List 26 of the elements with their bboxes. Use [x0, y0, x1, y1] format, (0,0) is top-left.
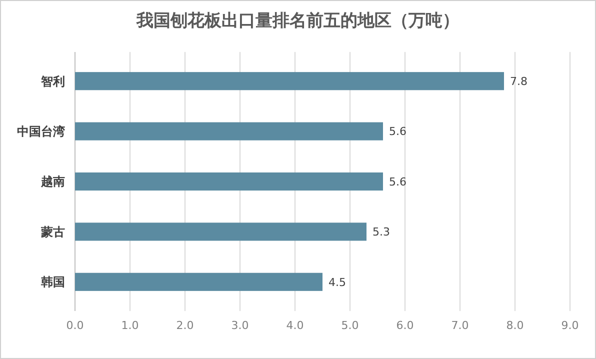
x-tick-label: 6.0 — [396, 319, 414, 332]
chart-title: 我国刨花板出口量排名前五的地区（万吨） — [136, 11, 460, 30]
x-tick-label: 2.0 — [176, 319, 194, 332]
data-label: 4.5 — [328, 276, 346, 289]
bar — [75, 122, 383, 140]
y-tick-label: 智利 — [40, 74, 65, 88]
y-tick-label: 蒙古 — [40, 224, 65, 239]
bar — [75, 222, 366, 241]
data-label: 5.3 — [372, 226, 390, 239]
y-tick-label: 中国台湾 — [17, 124, 65, 138]
data-label: 5.6 — [389, 125, 406, 138]
bar — [75, 172, 383, 191]
x-tick-label: 7.0 — [451, 319, 469, 332]
x-tick-label: 3.0 — [231, 319, 249, 332]
y-tick-label: 韩国 — [40, 275, 65, 290]
bar — [75, 272, 322, 291]
x-tick-label: 4.0 — [286, 319, 304, 332]
bar — [75, 72, 504, 90]
data-label: 7.8 — [510, 74, 528, 88]
x-tick-label: 8.0 — [506, 319, 524, 332]
x-tick-label: 5.0 — [341, 319, 359, 332]
x-tick-label: 9.0 — [561, 319, 579, 332]
x-tick-label: 0.0 — [66, 319, 84, 332]
y-tick-label: 越南 — [40, 174, 65, 189]
data-label: 5.6 — [389, 175, 406, 188]
x-tick-label: 1.0 — [121, 319, 139, 332]
